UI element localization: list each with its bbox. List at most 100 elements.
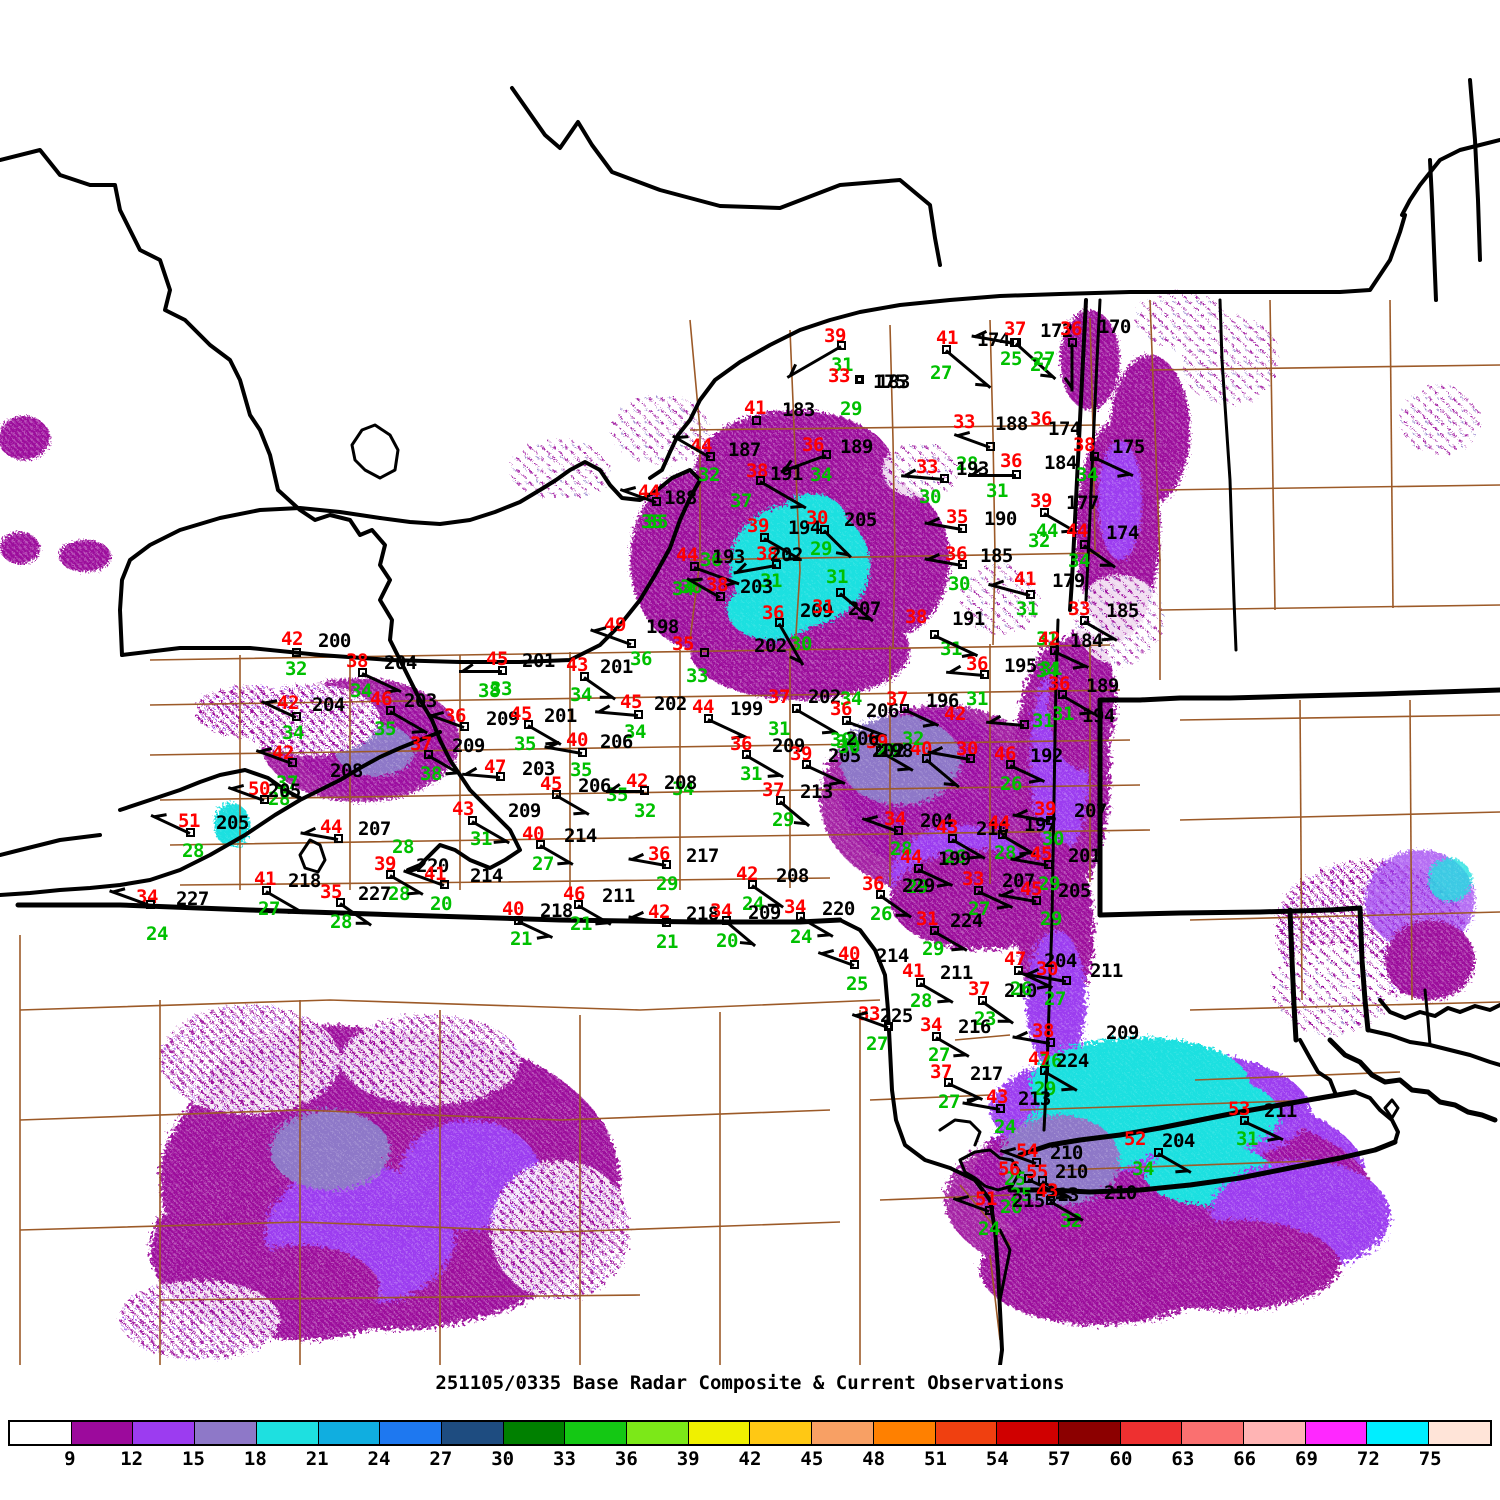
station-marker[interactable]	[974, 886, 983, 895]
obs-pressure: 224	[1056, 1050, 1089, 1072]
colorbar-tick-66: 66	[1233, 1448, 1257, 1470]
obs-dewpoint: 31	[470, 828, 492, 850]
obs-temperature: 38	[1032, 1020, 1054, 1042]
obs-dewpoint: 34	[672, 578, 694, 600]
obs-dewpoint: 31	[831, 354, 853, 376]
obs-pressure: 227	[176, 888, 209, 910]
obs-pressure: 209	[1106, 1022, 1139, 1044]
obs-temperature: 38	[746, 460, 768, 482]
station-marker[interactable]	[930, 630, 939, 639]
obs-dewpoint: 31	[1236, 1128, 1258, 1150]
obs-pressure: 216	[958, 1016, 991, 1038]
obs-dewpoint: 29	[922, 938, 944, 960]
obs-pressure: 193	[956, 458, 989, 480]
obs-dewpoint: 29	[876, 740, 898, 762]
obs-dewpoint: 34	[350, 680, 372, 702]
obs-temperature: 33	[953, 411, 975, 433]
colorbar-cell-23	[1429, 1422, 1490, 1444]
obs-pressure: 194	[788, 517, 821, 539]
wind-barb	[968, 467, 1016, 477]
obs-dewpoint: 27	[968, 898, 990, 920]
station-marker[interactable]	[1024, 1174, 1033, 1183]
obs-pressure: 185	[1106, 600, 1139, 622]
obs-temperature: 39	[790, 743, 812, 765]
obs-temperature: 36	[966, 653, 988, 675]
colorbar-tick-39: 39	[676, 1448, 700, 1470]
obs-pressure: 190	[984, 508, 1017, 530]
obs-temperature: 40	[566, 729, 588, 751]
obs-pressure: 208	[330, 760, 363, 782]
colorbar-tick-27: 27	[429, 1448, 453, 1470]
obs-pressure: 172	[1040, 320, 1073, 342]
station-marker[interactable]	[1050, 646, 1059, 655]
obs-dewpoint: 26	[1040, 1050, 1062, 1072]
obs-pressure: 210	[1050, 1142, 1083, 1164]
obs-temperature: 40	[502, 898, 524, 920]
obs-temperature: 36	[762, 602, 784, 624]
obs-pressure: 205	[1058, 880, 1091, 902]
state-and-coast-lines	[0, 78, 1500, 1365]
station-marker[interactable]	[1090, 452, 1099, 461]
obs-temperature: 41	[902, 960, 924, 982]
obs-dewpoint: 25	[1010, 1184, 1032, 1206]
station-marker[interactable]	[1014, 966, 1023, 975]
obs-dewpoint: 31	[760, 570, 782, 592]
station-marker[interactable]	[752, 416, 761, 425]
obs-pressure: 187	[728, 439, 761, 461]
radar-map-canvas[interactable]: 3931175332918341271743725172362717041351…	[0, 0, 1500, 1365]
station-marker[interactable]	[914, 864, 923, 873]
colorbar-cell-2	[133, 1422, 196, 1444]
obs-pressure: 189	[1086, 675, 1119, 697]
obs-dewpoint: 38	[478, 680, 500, 702]
obs-temperature: 46	[370, 688, 392, 710]
station-marker[interactable]	[944, 1078, 953, 1087]
station-marker[interactable]	[802, 760, 811, 769]
obs-temperature: 38	[346, 650, 368, 672]
colorbar-cells[interactable]	[8, 1420, 1492, 1446]
obs-temperature: 47	[1004, 948, 1026, 970]
station-marker[interactable]	[1006, 760, 1015, 769]
obs-temperature: 38	[1073, 434, 1095, 456]
obs-pressure: 229	[902, 875, 935, 897]
obs-pressure: 208	[776, 865, 809, 887]
obs-dewpoint: 34	[1036, 660, 1058, 682]
colorbar-cell-5	[318, 1422, 381, 1444]
station-marker[interactable]	[1240, 1116, 1249, 1125]
station-marker[interactable]	[292, 648, 301, 657]
obs-pressure: 201	[544, 705, 577, 727]
obs-dewpoint: 34	[624, 721, 646, 743]
obs-dewpoint: 34	[1076, 464, 1098, 486]
station-marker[interactable]	[358, 668, 367, 677]
obs-pressure: 209	[486, 708, 519, 730]
wind-barb	[1063, 343, 1074, 392]
colorbar-cell-19	[1182, 1422, 1245, 1444]
obs-pressure: 211	[1090, 960, 1123, 982]
obs-dewpoint: 38	[420, 763, 442, 785]
obs-dewpoint: 32	[285, 658, 307, 680]
obs-temperature: 42	[626, 770, 648, 792]
obs-dewpoint: 24	[790, 926, 812, 948]
station-marker[interactable]	[704, 714, 713, 723]
obs-temperature: 45	[510, 703, 532, 725]
colorbar-cell-10	[627, 1422, 689, 1444]
station-marker[interactable]	[855, 375, 864, 384]
obs-dewpoint: 25	[1004, 1168, 1026, 1190]
obs-temperature: 37	[968, 978, 990, 1000]
obs-pressure: 205	[828, 745, 861, 767]
station-marker[interactable]	[700, 648, 709, 657]
obs-pressure: 193	[712, 546, 745, 568]
obs-dewpoint: 25	[1000, 348, 1022, 370]
obs-pressure: 202	[872, 740, 905, 762]
obs-pressure: 199	[938, 848, 971, 870]
obs-temperature: 43	[936, 816, 958, 838]
station-marker[interactable]	[900, 704, 909, 713]
obs-temperature: 38	[905, 606, 927, 628]
station-marker[interactable]	[514, 916, 523, 925]
obs-temperature: 37	[768, 686, 790, 708]
obs-pressure: 200	[318, 630, 351, 652]
obs-temperature: 50	[248, 778, 270, 800]
obs-temperature: 51	[975, 1188, 997, 1210]
colorbar-cell-13	[812, 1422, 874, 1444]
obs-dewpoint: 20	[430, 893, 452, 915]
obs-temperature: 45	[1030, 843, 1052, 865]
